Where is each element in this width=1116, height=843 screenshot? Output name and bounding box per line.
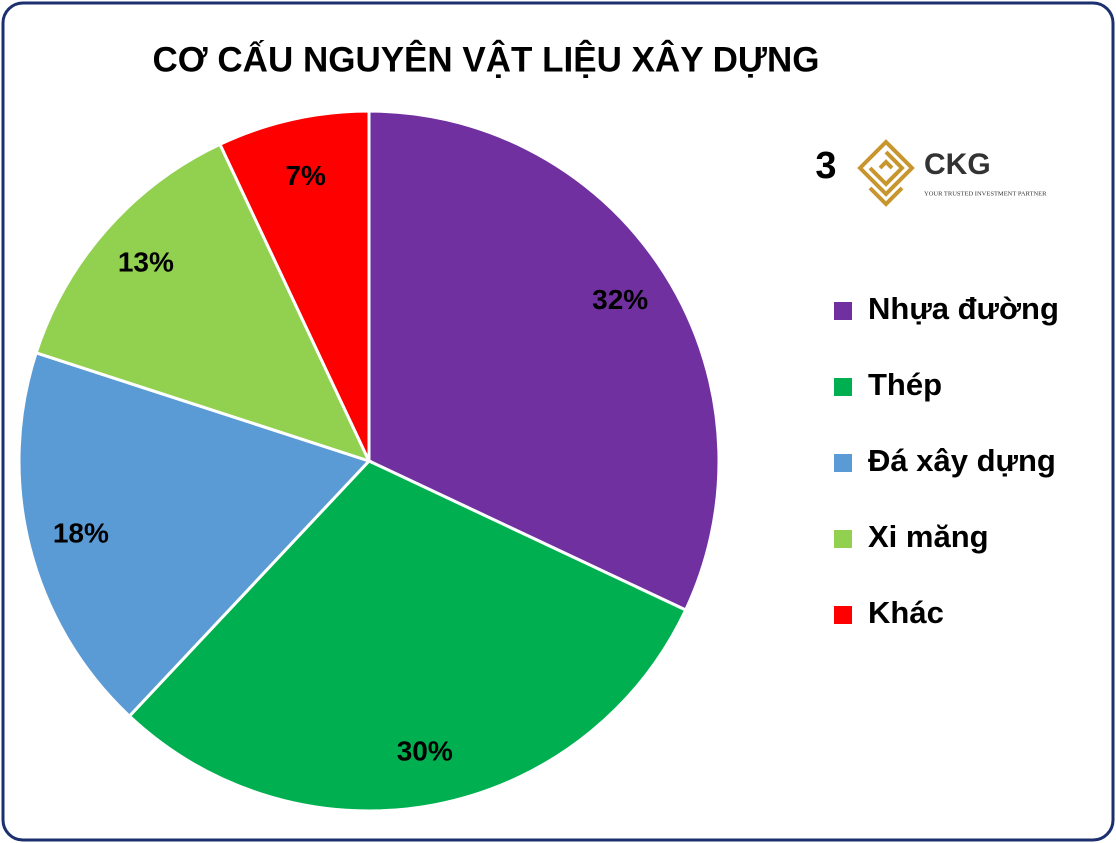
- legend-swatch: [834, 606, 852, 624]
- logo-mark: [857, 139, 915, 207]
- pie-slice: [127, 459, 688, 813]
- legend-swatch: [834, 454, 852, 472]
- pie-slice: [367, 109, 721, 613]
- logo-name: CKG: [924, 148, 991, 181]
- data-label: 30%: [397, 736, 453, 767]
- legend-label: Đá xây dựng: [868, 443, 1056, 478]
- data-label: 13%: [118, 247, 174, 278]
- legend-label: Thép: [868, 367, 942, 402]
- legend-swatch: [834, 302, 852, 320]
- data-label: 7%: [285, 160, 326, 191]
- legend-label: Nhựa đường: [868, 291, 1059, 326]
- legend-label: Xi măng: [868, 519, 989, 554]
- legend-swatch: [834, 378, 852, 396]
- legend-label: Khác: [868, 595, 944, 630]
- data-label: 32%: [592, 284, 648, 315]
- pie-slice: [17, 350, 372, 719]
- chart-title: CƠ CẤU NGUYÊN VẬT LIỆU XÂY DỰNG: [153, 39, 820, 79]
- pie-slice: [34, 142, 372, 464]
- logo-tagline: YOUR TRUSTED INVESTMENT PARTNER: [924, 190, 1047, 197]
- logo-number: 3: [815, 145, 836, 187]
- legend-swatch: [834, 530, 852, 548]
- data-label: 18%: [53, 517, 109, 548]
- pie-slice: [217, 109, 371, 462]
